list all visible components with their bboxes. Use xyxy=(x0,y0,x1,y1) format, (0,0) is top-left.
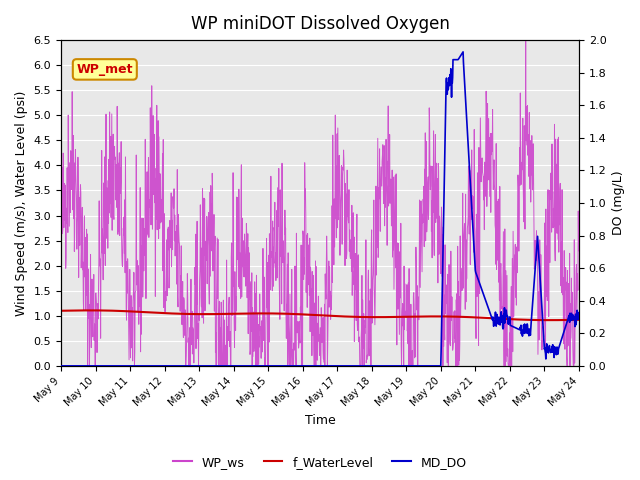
Text: WP_met: WP_met xyxy=(77,63,133,76)
X-axis label: Time: Time xyxy=(305,414,335,427)
Legend: WP_ws, f_WaterLevel, MD_DO: WP_ws, f_WaterLevel, MD_DO xyxy=(168,451,472,474)
Title: WP miniDOT Dissolved Oxygen: WP miniDOT Dissolved Oxygen xyxy=(191,15,449,33)
Y-axis label: DO (mg/L): DO (mg/L) xyxy=(612,171,625,235)
Y-axis label: Wind Speed (m/s), Water Level (psi): Wind Speed (m/s), Water Level (psi) xyxy=(15,90,28,316)
